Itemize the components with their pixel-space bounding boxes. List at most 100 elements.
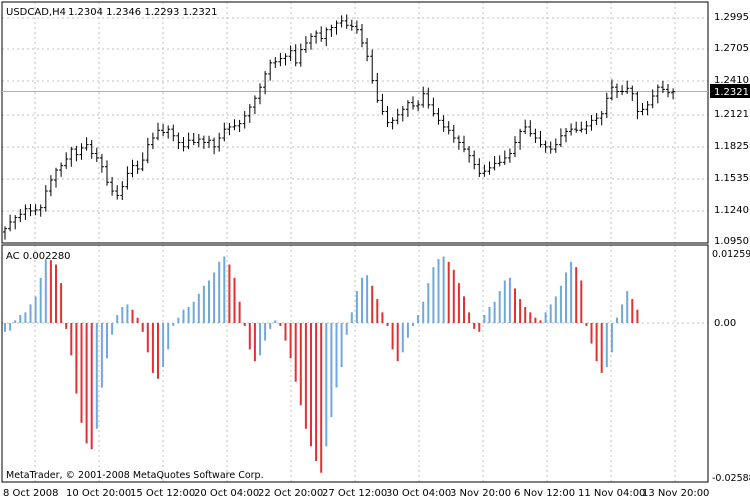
- price-bar: [191, 132, 196, 146]
- price-bar: [604, 92, 609, 119]
- price-tick: 1.1825: [714, 141, 749, 152]
- price-bar: [416, 100, 421, 112]
- price-bar: [349, 19, 354, 31]
- price-bar: [579, 121, 584, 133]
- price-bar: [94, 147, 99, 163]
- price-bar: [339, 15, 344, 28]
- price-bar: [523, 119, 528, 135]
- ac-histogram: [4, 256, 639, 473]
- price-bar: [171, 124, 176, 142]
- price-bar: [533, 128, 538, 143]
- price-bar: [268, 59, 273, 81]
- price-bar: [441, 115, 446, 132]
- price-bars: [3, 14, 676, 240]
- price-tick: 1.2995: [714, 12, 749, 23]
- price-bar: [666, 84, 670, 98]
- price-tick: 1.2705: [714, 43, 749, 54]
- indicator-label: AC 0.002280: [6, 251, 71, 262]
- price-bar: [293, 44, 298, 67]
- price-bar: [564, 128, 568, 143]
- price-bar: [314, 30, 319, 44]
- price-bar: [120, 181, 125, 201]
- price-bar: [411, 96, 415, 110]
- price-bar: [74, 145, 79, 162]
- time-tick: 30 Oct 04:00: [386, 488, 451, 499]
- price-bar: [635, 91, 640, 120]
- price-bar: [181, 137, 186, 152]
- price-bar: [421, 86, 426, 108]
- price-bar: [130, 159, 135, 178]
- price-tick: 1.2121: [714, 109, 749, 120]
- price-bar: [298, 43, 303, 67]
- price-bar: [258, 83, 262, 105]
- price-bar: [237, 119, 242, 133]
- price-bar: [487, 161, 492, 175]
- price-bar: [105, 160, 109, 186]
- price-bar: [38, 204, 43, 217]
- price-bar: [615, 83, 619, 98]
- time-tick: 13 Nov 20:00: [642, 488, 709, 499]
- price-bar: [548, 141, 553, 154]
- price-tick: 1.1535: [714, 173, 749, 184]
- grid-lines: [2, 2, 708, 482]
- price-bar: [110, 176, 115, 196]
- price-bar: [370, 49, 375, 84]
- price-bar: [8, 214, 13, 232]
- price-bar: [196, 133, 201, 148]
- time-tick: 27 Oct 12:00: [322, 488, 387, 499]
- price-bar: [467, 146, 472, 163]
- time-tick: 3 Nov 20:00: [450, 488, 511, 499]
- price-bar: [278, 52, 283, 67]
- price-bar: [589, 115, 594, 131]
- price-bar: [217, 132, 222, 152]
- price-bar: [303, 36, 308, 53]
- price-bar: [54, 167, 58, 188]
- price-bar: [385, 105, 390, 127]
- price-bar: [283, 53, 288, 66]
- price-bar: [13, 215, 18, 230]
- price-bar: [33, 204, 38, 216]
- symbol-label: USDCAD,H4: [6, 7, 66, 18]
- indicator-axis: 0.012599 0.00 -0.025885: [712, 249, 750, 484]
- price-bar: [48, 175, 53, 197]
- price-bar: [640, 103, 645, 116]
- price-bar: [574, 121, 579, 133]
- price-bar: [482, 164, 487, 177]
- price-bar: [324, 27, 329, 47]
- price-bar: [625, 80, 630, 94]
- price-bar: [166, 125, 171, 139]
- price-bar: [18, 208, 23, 223]
- price-bar: [263, 71, 268, 95]
- price-bar: [620, 85, 625, 96]
- time-tick: 11 Nov 04:00: [578, 488, 645, 499]
- price-bar: [472, 150, 477, 170]
- price-bar: [609, 79, 614, 101]
- price-bar: [395, 108, 400, 125]
- time-tick: 8 Oct 2008: [3, 488, 58, 499]
- price-bar: [497, 155, 502, 167]
- price-bar: [319, 26, 324, 42]
- price-bar: [222, 122, 227, 142]
- price-bar: [660, 80, 665, 94]
- price-bar: [28, 204, 33, 217]
- price-bar: [212, 137, 217, 155]
- price-bar: [43, 185, 48, 212]
- price-bar: [599, 111, 604, 126]
- price-bar: [446, 121, 451, 135]
- price-bar: [354, 20, 359, 34]
- price-bar: [553, 138, 558, 153]
- price-bar: [594, 112, 599, 126]
- price-bar: [309, 33, 313, 50]
- price-bar: [89, 140, 94, 159]
- time-tick: 15 Oct 12:00: [130, 488, 195, 499]
- price-bar: [569, 123, 574, 136]
- price-bar: [462, 135, 466, 153]
- price-bar: [232, 119, 237, 131]
- price-bar: [69, 146, 74, 167]
- price-bar: [436, 108, 441, 125]
- price-tick: 1.0950: [714, 236, 749, 247]
- price-bar: [375, 72, 380, 103]
- price-bar: [201, 135, 206, 149]
